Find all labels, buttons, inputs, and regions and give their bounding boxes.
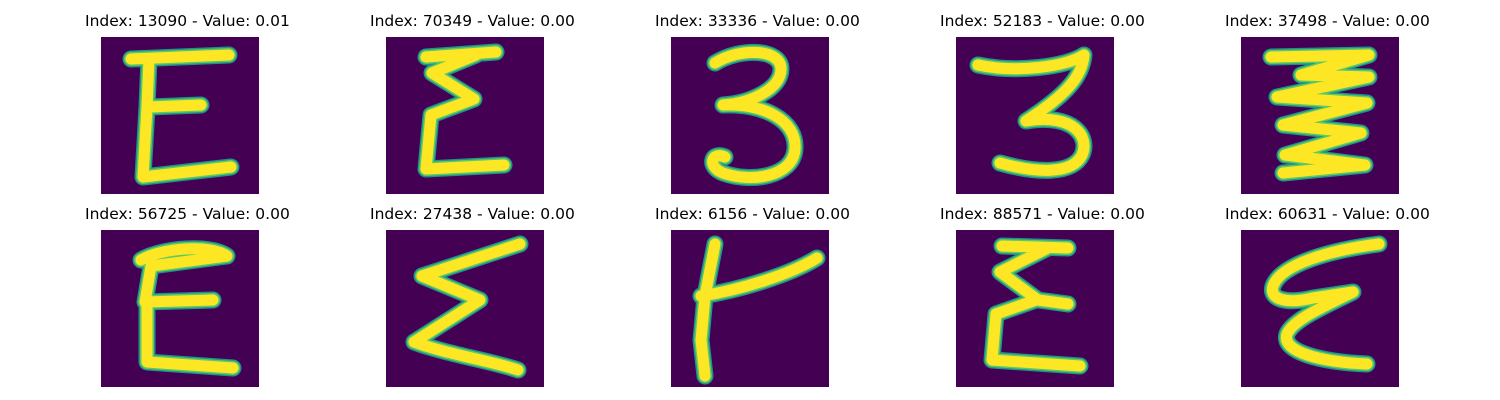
panel-title: Index: 6156 - Value: 0.00 [655, 205, 850, 223]
glyph-stroke [1264, 235, 1388, 373]
handwritten-glyph-image [671, 230, 829, 387]
panel-title: Index: 27438 - Value: 0.00 [370, 205, 575, 223]
image-panel-10: Index: 60631 - Value: 0.00 [1225, 203, 1430, 388]
panel-title: Index: 33336 - Value: 0.00 [655, 12, 860, 30]
panel-title: Index: 52183 - Value: 0.00 [940, 12, 1145, 30]
glyph-stroke [969, 46, 1093, 179]
handwritten-glyph-image [956, 230, 1114, 387]
panel-title: Index: 37498 - Value: 0.00 [1225, 12, 1430, 30]
image-panel-6: Index: 56725 - Value: 0.00 [85, 203, 290, 388]
panel-title: Index: 60631 - Value: 0.00 [1225, 205, 1430, 223]
image-panel-3: Index: 33336 - Value: 0.00 [655, 10, 860, 195]
image-panel-9: Index: 88571 - Value: 0.00 [940, 203, 1145, 388]
image-panel-2: Index: 70349 - Value: 0.00 [370, 10, 575, 195]
glyph-stroke [122, 46, 240, 186]
handwritten-glyph-image [101, 37, 259, 194]
handwritten-glyph-image [1241, 37, 1399, 194]
panel-title: Index: 13090 - Value: 0.01 [85, 12, 290, 30]
glyph-stroke [132, 240, 242, 377]
glyph-stroke [405, 235, 529, 379]
image-panel-4: Index: 52183 - Value: 0.00 [940, 10, 1145, 195]
image-panel-8: Index: 6156 - Value: 0.00 [655, 203, 850, 388]
image-panel-7: Index: 27438 - Value: 0.00 [370, 203, 575, 388]
handwritten-glyph-image [671, 37, 829, 194]
glyph-stroke [983, 237, 1089, 375]
glyph-stroke [692, 235, 826, 385]
handwritten-glyph-image [101, 230, 259, 387]
panel-title: Index: 70349 - Value: 0.00 [370, 12, 575, 30]
panel-title: Index: 56725 - Value: 0.00 [85, 205, 290, 223]
glyph-stroke [704, 43, 804, 186]
image-panel-5: Index: 37498 - Value: 0.00 [1225, 10, 1430, 195]
glyph-stroke [417, 43, 513, 178]
handwritten-glyph-image [386, 230, 544, 387]
glyph-stroke [1262, 46, 1378, 182]
panel-title: Index: 88571 - Value: 0.00 [940, 205, 1145, 223]
handwritten-glyph-image [956, 37, 1114, 194]
image-panel-1: Index: 13090 - Value: 0.01 [85, 10, 290, 195]
handwritten-glyph-image [1241, 230, 1399, 387]
handwritten-glyph-image [386, 37, 544, 194]
